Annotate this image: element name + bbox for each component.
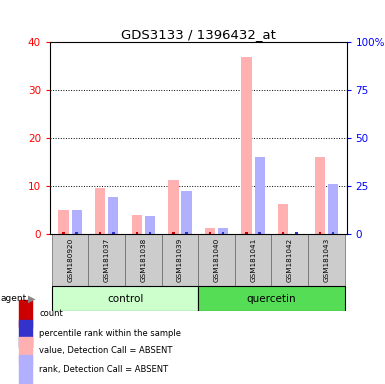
Text: GSM181038: GSM181038 xyxy=(141,238,146,283)
Title: GDS3133 / 1396432_at: GDS3133 / 1396432_at xyxy=(121,28,276,41)
Bar xyxy=(315,157,325,234)
Bar xyxy=(278,204,288,234)
Bar xyxy=(254,157,265,234)
Bar xyxy=(19,356,32,383)
Bar xyxy=(108,197,119,234)
Bar xyxy=(112,232,115,234)
Bar xyxy=(295,232,298,234)
Bar xyxy=(271,234,308,286)
Bar xyxy=(218,228,228,234)
Bar xyxy=(241,56,252,234)
Bar xyxy=(59,210,69,234)
Bar xyxy=(308,234,345,286)
Text: GSM181039: GSM181039 xyxy=(177,238,183,283)
Bar xyxy=(52,234,89,286)
Bar xyxy=(89,234,125,286)
Bar xyxy=(172,232,175,234)
Bar xyxy=(62,232,65,234)
Bar xyxy=(185,232,188,234)
Bar xyxy=(328,184,338,234)
Text: agent: agent xyxy=(0,294,27,303)
Bar xyxy=(19,300,32,327)
Bar xyxy=(332,232,334,234)
Text: ▶: ▶ xyxy=(28,294,35,304)
Text: GSM181041: GSM181041 xyxy=(250,238,256,283)
Bar xyxy=(132,215,142,234)
Bar xyxy=(99,232,102,234)
Bar xyxy=(258,232,261,234)
Bar xyxy=(209,232,211,234)
Bar xyxy=(245,232,248,234)
Bar xyxy=(136,232,138,234)
Text: control: control xyxy=(107,294,143,304)
Bar xyxy=(125,234,162,286)
Bar xyxy=(19,319,32,347)
Bar xyxy=(181,191,192,234)
Bar xyxy=(72,210,82,234)
Bar xyxy=(318,232,321,234)
Bar xyxy=(145,216,155,234)
Text: GSM181037: GSM181037 xyxy=(104,238,110,283)
Bar xyxy=(149,232,151,234)
Bar xyxy=(168,180,179,234)
Text: count: count xyxy=(39,309,63,318)
Text: value, Detection Call = ABSENT: value, Detection Call = ABSENT xyxy=(39,346,172,355)
Text: GSM180920: GSM180920 xyxy=(67,238,73,283)
Text: GSM181042: GSM181042 xyxy=(287,238,293,283)
Bar xyxy=(198,286,345,311)
Bar xyxy=(75,232,78,234)
Bar xyxy=(162,234,198,286)
Text: quercetin: quercetin xyxy=(247,294,296,304)
Bar xyxy=(52,286,198,311)
Bar xyxy=(222,232,224,234)
Bar xyxy=(235,234,271,286)
Bar xyxy=(205,228,215,234)
Text: GSM181040: GSM181040 xyxy=(214,238,219,283)
Text: GSM181043: GSM181043 xyxy=(323,238,330,283)
Text: percentile rank within the sample: percentile rank within the sample xyxy=(39,329,181,338)
Bar xyxy=(19,337,32,364)
Text: rank, Detection Call = ABSENT: rank, Detection Call = ABSENT xyxy=(39,365,168,374)
Bar xyxy=(95,188,105,234)
Bar xyxy=(198,234,235,286)
Bar xyxy=(282,232,285,234)
